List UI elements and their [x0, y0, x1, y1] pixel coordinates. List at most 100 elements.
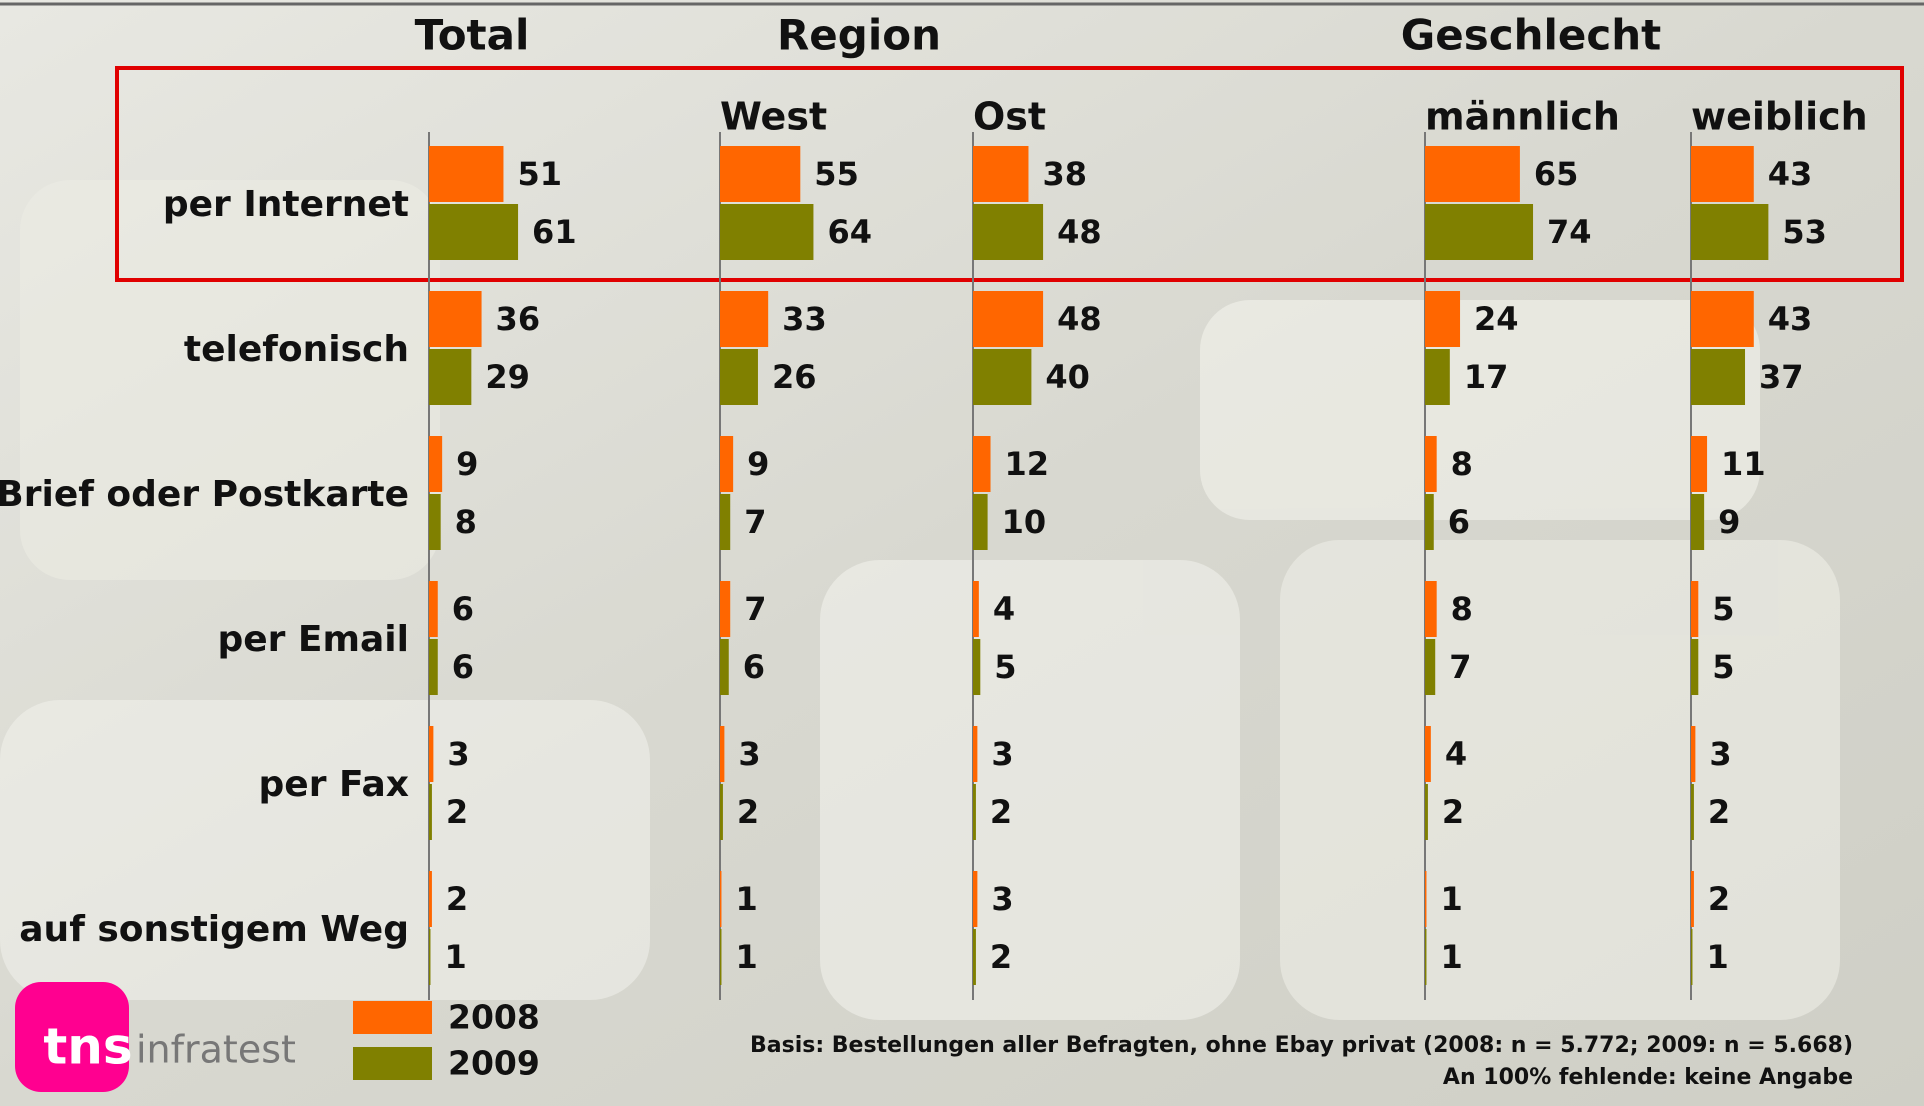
value-label: 40 — [1045, 358, 1090, 396]
category-label: per Email — [217, 619, 409, 660]
bar — [720, 929, 721, 985]
value-label: 17 — [1464, 358, 1509, 396]
value-label: 12 — [1005, 445, 1050, 483]
bar — [973, 436, 991, 492]
header: Total — [415, 11, 530, 60]
bar — [1425, 349, 1450, 405]
value-label: 51 — [517, 155, 562, 193]
bar — [720, 436, 733, 492]
value-label: 4 — [993, 590, 1015, 628]
bar — [1425, 929, 1426, 985]
header: Region — [777, 11, 941, 60]
bar — [429, 204, 518, 260]
legend-swatch — [353, 1047, 432, 1080]
value-label: 1 — [735, 880, 757, 918]
bar — [720, 639, 729, 695]
value-label: 8 — [1451, 590, 1473, 628]
bar — [1691, 784, 1694, 840]
category-label: per Fax — [259, 764, 409, 805]
bar — [1691, 639, 1698, 695]
bar — [429, 494, 441, 550]
value-label: 6 — [743, 648, 765, 686]
value-label: 48 — [1057, 300, 1102, 338]
panel-title: männlich — [1425, 95, 1620, 139]
bar — [720, 204, 813, 260]
bar — [429, 291, 482, 347]
value-label: 74 — [1547, 213, 1592, 251]
value-label: 1 — [1440, 938, 1462, 976]
value-label: 33 — [782, 300, 827, 338]
value-label: 7 — [1449, 648, 1471, 686]
value-label: 4 — [1445, 735, 1467, 773]
bar — [973, 204, 1043, 260]
value-label: 53 — [1782, 213, 1827, 251]
value-label: 2 — [1442, 793, 1464, 831]
panel-title: weiblich — [1691, 95, 1868, 139]
legend-swatch — [353, 1001, 432, 1034]
bar — [1425, 639, 1435, 695]
value-label: 1 — [1440, 880, 1462, 918]
value-label: 6 — [452, 590, 474, 628]
value-label: 2 — [1708, 793, 1730, 831]
footnote: Basis: Bestellungen aller Befragten, ohn… — [750, 1033, 1853, 1058]
value-label: 7 — [744, 590, 766, 628]
value-label: 8 — [455, 503, 477, 541]
value-label: 1 — [444, 938, 466, 976]
value-label: 3 — [1709, 735, 1731, 773]
logo-name: infratest — [136, 1028, 296, 1072]
value-label: 11 — [1721, 445, 1766, 483]
bar — [429, 146, 503, 202]
value-label: 64 — [827, 213, 872, 251]
value-label: 2 — [990, 793, 1012, 831]
panel-title: West — [720, 95, 827, 139]
value-label: 3 — [738, 735, 760, 773]
bar — [1425, 291, 1460, 347]
value-label: 61 — [532, 213, 577, 251]
value-label: 1 — [735, 938, 757, 976]
value-label: 55 — [814, 155, 859, 193]
bar — [1691, 581, 1698, 637]
bar — [429, 349, 471, 405]
value-label: 2 — [446, 880, 468, 918]
bar — [1425, 494, 1434, 550]
bar — [973, 291, 1043, 347]
value-label: 9 — [1718, 503, 1740, 541]
value-label: 5 — [1712, 648, 1734, 686]
value-label: 26 — [772, 358, 817, 396]
bar — [1425, 146, 1520, 202]
bar — [429, 929, 430, 985]
bar — [973, 146, 1028, 202]
bar — [1691, 871, 1694, 927]
value-label: 24 — [1474, 300, 1519, 338]
bar — [429, 726, 433, 782]
value-label: 2 — [446, 793, 468, 831]
value-label: 2 — [1708, 880, 1730, 918]
value-label: 6 — [1448, 503, 1470, 541]
value-label: 37 — [1759, 358, 1804, 396]
bar — [973, 494, 988, 550]
bar — [973, 871, 977, 927]
bar — [429, 436, 442, 492]
header: Geschlecht — [1401, 11, 1662, 60]
footnote: An 100% fehlende: keine Angabe — [1443, 1065, 1853, 1090]
bar — [1425, 871, 1426, 927]
bar — [973, 929, 976, 985]
value-label: 43 — [1768, 155, 1813, 193]
bar — [973, 349, 1031, 405]
value-label: 10 — [1002, 503, 1047, 541]
bar — [973, 784, 976, 840]
panel-title: Ost — [973, 95, 1046, 139]
logo-brand: tns — [43, 1018, 132, 1076]
bar — [720, 726, 724, 782]
bar — [973, 581, 979, 637]
value-label: 5 — [1712, 590, 1734, 628]
bar — [1691, 204, 1768, 260]
bar — [720, 291, 768, 347]
bar — [429, 784, 432, 840]
bar — [1691, 436, 1707, 492]
bar — [720, 146, 800, 202]
category-label: per Internet — [163, 184, 409, 225]
bar — [973, 639, 980, 695]
bar — [429, 639, 438, 695]
category-label: telefonisch — [184, 329, 409, 370]
